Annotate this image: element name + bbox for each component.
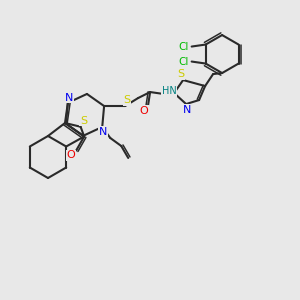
Text: Cl: Cl	[178, 41, 189, 52]
Text: N: N	[65, 93, 73, 103]
Text: S: S	[178, 69, 185, 79]
Text: N: N	[183, 105, 191, 115]
Text: O: O	[67, 151, 76, 160]
Text: Cl: Cl	[178, 56, 189, 67]
Text: S: S	[80, 116, 87, 126]
Text: O: O	[140, 106, 148, 116]
Text: S: S	[124, 95, 131, 105]
Text: HN: HN	[162, 86, 176, 96]
Text: N: N	[99, 127, 107, 137]
